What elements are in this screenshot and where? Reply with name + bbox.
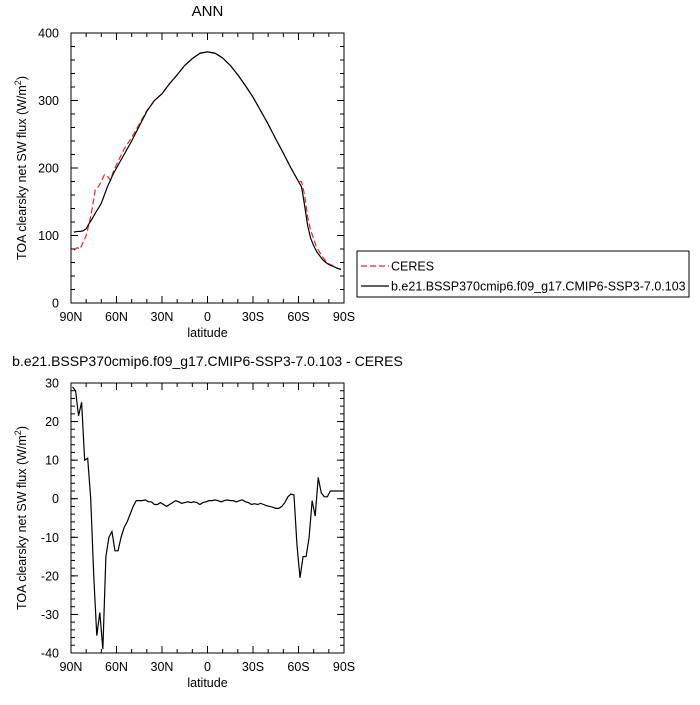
y-tick-label: -20 bbox=[41, 569, 59, 583]
x-tick-label: 90N bbox=[60, 310, 83, 324]
series-line-difference bbox=[72, 386, 343, 650]
legend-box bbox=[356, 250, 690, 298]
x-tick-label: 60N bbox=[105, 660, 128, 674]
y-tick-label: 0 bbox=[52, 492, 59, 506]
y-tick-label: -10 bbox=[41, 531, 59, 545]
plot-frame bbox=[70, 382, 345, 654]
series-line-b-e21-bssp370cmip6-f09-g17-cmip6-ssp3-7-0-103 bbox=[73, 51, 342, 270]
x-tick-label: 60S bbox=[287, 310, 309, 324]
y-tick-label: 10 bbox=[45, 454, 59, 468]
x-axis-label: latitude bbox=[187, 326, 227, 340]
x-tick-label: 30N bbox=[151, 310, 174, 324]
x-tick-label: 60N bbox=[105, 310, 128, 324]
y-tick-label: 100 bbox=[38, 229, 59, 243]
y-tick-label: 300 bbox=[38, 94, 59, 108]
x-tick-label: 30N bbox=[151, 660, 174, 674]
y-axis-label: TOA clearsky net SW flux (W/m2) bbox=[13, 426, 29, 610]
x-tick-label: 90N bbox=[60, 660, 83, 674]
x-axis-label: latitude bbox=[187, 676, 227, 690]
x-tick-label: 0 bbox=[204, 310, 211, 324]
chart-panel-1: ANN 90N 60N 30N 0 30S 60S 90S 0 100 200 300 400 latit… bbox=[13, 3, 690, 340]
x-tick-label: 0 bbox=[204, 660, 211, 674]
y-tick-label: 30 bbox=[45, 377, 59, 391]
plot-frame bbox=[70, 32, 345, 304]
y-tick-label: -30 bbox=[41, 608, 59, 622]
chart-title: ANN bbox=[192, 3, 224, 20]
x-tick-label: 60S bbox=[287, 660, 309, 674]
x-tick-label: 30S bbox=[242, 660, 264, 674]
legend-label: b.e21.BSSP370cmip6.f09_g17.CMIP6-SSP3-7.… bbox=[391, 280, 686, 294]
y-axis-label: TOA clearsky net SW flux (W/m2) bbox=[13, 76, 29, 260]
y-tick-label: 20 bbox=[45, 415, 59, 429]
y-tick-label: 200 bbox=[38, 162, 59, 176]
y-tick-label: 0 bbox=[52, 297, 59, 311]
chart-title: b.e21.BSSP370cmip6.f09_g17.CMIP6-SSP3-7.… bbox=[12, 353, 403, 369]
series-line-ceres bbox=[73, 51, 342, 270]
legend-label: CERES bbox=[391, 260, 434, 274]
x-tick-label: 30S bbox=[242, 310, 264, 324]
legend: CERES b.e21.BSSP370cmip6.f09_g17.CMIP6-SS… bbox=[356, 250, 690, 298]
chart-panel-2: b.e21.BSSP370cmip6.f09_g17.CMIP6-SSP3-7.… bbox=[12, 353, 403, 690]
x-tick-label: 90S bbox=[333, 660, 355, 674]
x-tick-label: 90S bbox=[333, 310, 355, 324]
y-tick-label: 400 bbox=[38, 27, 59, 41]
y-tick-label: -40 bbox=[41, 647, 59, 661]
